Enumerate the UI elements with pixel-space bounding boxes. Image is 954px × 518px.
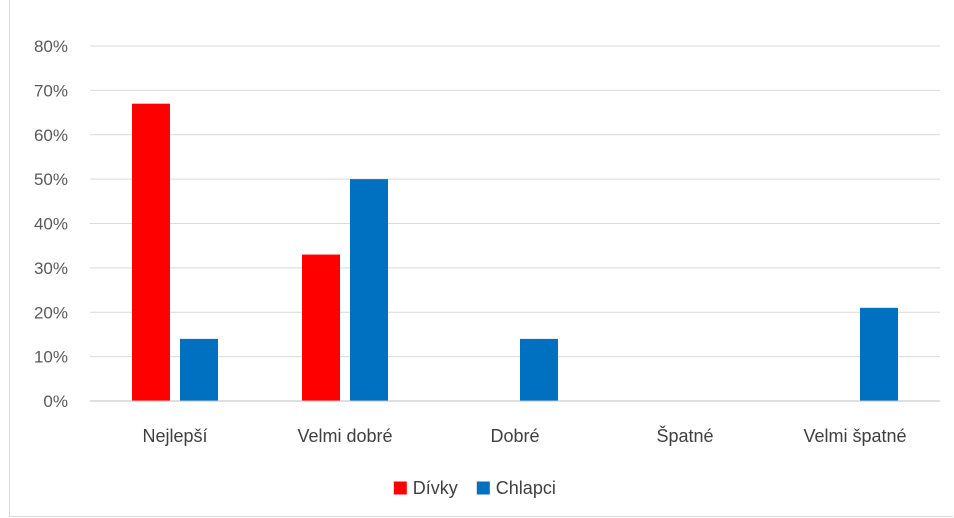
legend-swatch bbox=[393, 481, 407, 495]
y-tick-label: 80% bbox=[34, 37, 68, 56]
x-category-label: Špatné bbox=[656, 425, 713, 446]
y-tick-label: 0% bbox=[43, 392, 68, 411]
legend-label: Dívky bbox=[413, 478, 458, 498]
x-category-label: Velmi špatné bbox=[803, 426, 906, 446]
chart-frame bbox=[9, 0, 953, 517]
bar-chlapci bbox=[520, 338, 558, 401]
bar-chlapci bbox=[860, 307, 898, 401]
y-tick-label: 10% bbox=[34, 348, 68, 367]
y-axis-ticks: 0% 10% 20% 30% 40% 50% 60% 70% 80% bbox=[34, 37, 68, 411]
x-axis-categories: Nejlepší Velmi dobré Dobré Špatné Velmi špat… bbox=[142, 425, 906, 446]
legend: Dívky Chlapci bbox=[393, 478, 556, 498]
y-tick-label: 40% bbox=[34, 215, 68, 234]
x-category-label: Nejlepší bbox=[142, 426, 207, 446]
legend-swatch bbox=[476, 481, 490, 495]
y-tick-label: 30% bbox=[34, 259, 68, 278]
y-tick-label: 60% bbox=[34, 126, 68, 145]
bar-divky bbox=[302, 254, 340, 401]
bar-chlapci bbox=[350, 179, 388, 401]
legend-label: Chlapci bbox=[496, 478, 556, 498]
bar-chlapci bbox=[180, 338, 218, 401]
y-tick-label: 50% bbox=[34, 170, 68, 189]
y-tick-label: 20% bbox=[34, 303, 68, 322]
bar-divky bbox=[132, 103, 170, 401]
bars bbox=[132, 103, 898, 401]
x-category-label: Dobré bbox=[490, 426, 539, 446]
gridlines bbox=[90, 45, 940, 358]
x-category-label: Velmi dobré bbox=[297, 426, 392, 446]
y-tick-label: 70% bbox=[34, 81, 68, 100]
